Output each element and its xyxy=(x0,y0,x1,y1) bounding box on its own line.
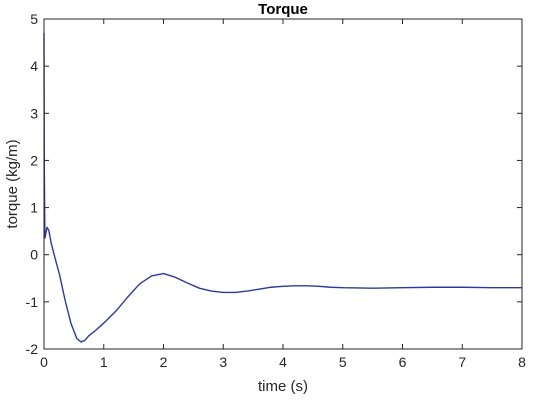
x-axis-label: time (s) xyxy=(258,378,308,395)
x-tick-label: 4 xyxy=(279,354,287,370)
x-tick-label: 6 xyxy=(399,354,407,370)
axes-box xyxy=(43,18,523,350)
y-tick-label: 5 xyxy=(30,11,38,27)
x-tick-label: 3 xyxy=(219,354,227,370)
y-tick-label: 2 xyxy=(30,152,38,168)
torque-series-line xyxy=(43,33,522,343)
plot-area xyxy=(44,19,522,349)
x-tick-label: 7 xyxy=(458,354,466,370)
labels-layer: Torque time (s) torque (kg/m) xyxy=(4,1,308,395)
y-axis-label: torque (kg/m) xyxy=(4,139,21,228)
x-tick-label: 8 xyxy=(518,354,526,370)
y-tick-label: 0 xyxy=(30,247,38,263)
series-layer xyxy=(43,33,522,343)
x-tick-label: 0 xyxy=(40,354,48,370)
x-tick-label: 2 xyxy=(160,354,168,370)
y-tick-label: 4 xyxy=(30,58,38,74)
y-tick-label: 1 xyxy=(30,200,38,216)
y-tick-label: -1 xyxy=(26,294,39,310)
y-tick-label: 3 xyxy=(30,105,38,121)
x-tick-label: 5 xyxy=(339,354,347,370)
x-tick-label: 1 xyxy=(100,354,108,370)
chart-title: Torque xyxy=(258,1,308,18)
y-tick-label: -2 xyxy=(26,341,39,357)
